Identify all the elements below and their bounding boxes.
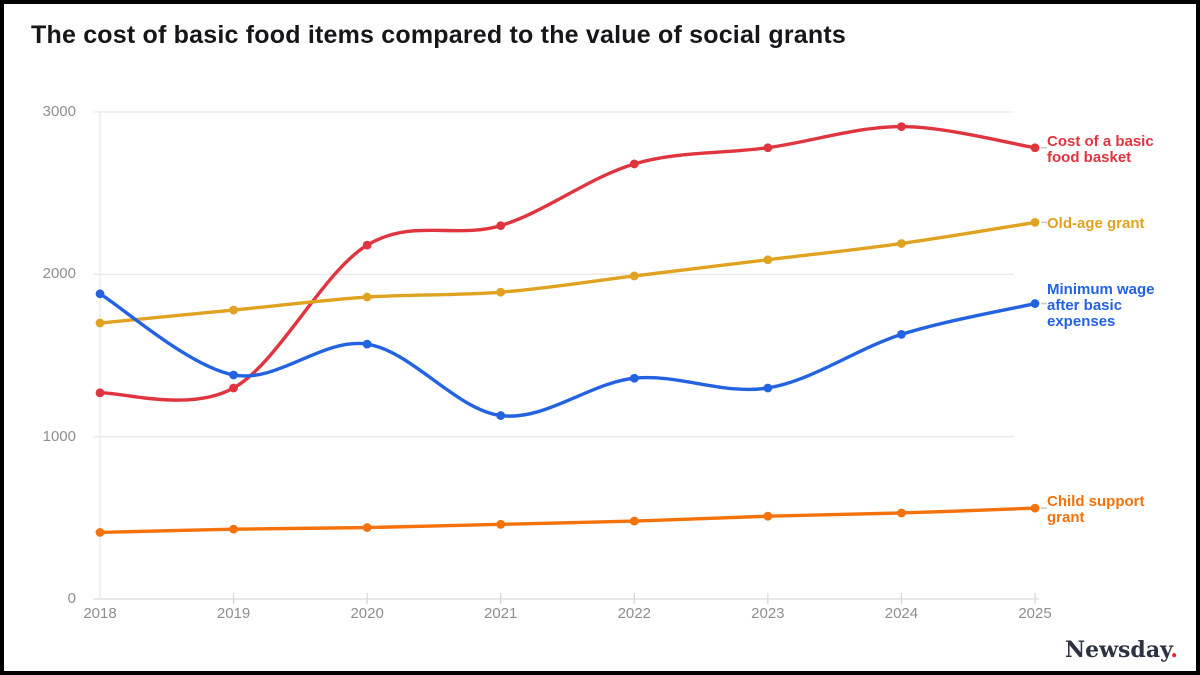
x-tick-label: 2018: [83, 605, 117, 622]
data-point: [362, 240, 372, 250]
data-point: [496, 519, 506, 529]
data-point: [629, 159, 639, 169]
data-point: [496, 287, 506, 297]
logo-text: Newsday: [1065, 637, 1171, 663]
data-point: [1030, 299, 1040, 308]
series-line: [98, 124, 1037, 402]
data-point: [95, 528, 105, 537]
y-tick-label: 3000: [42, 103, 76, 120]
legend-label-line: Cost of a basic: [1047, 132, 1154, 150]
data-point: [629, 373, 639, 383]
data-point: [95, 289, 105, 299]
data-point: [897, 122, 906, 132]
data-point: [1030, 503, 1040, 513]
legend-label-line: Old-age grant: [1047, 215, 1145, 233]
data-point: [763, 143, 773, 153]
line-chart-svg: [93, 111, 1047, 604]
data-point: [897, 508, 906, 518]
legend-label-line: after basic: [1047, 296, 1123, 314]
legend-label-line: grant: [1047, 509, 1085, 527]
legend-label: Cost of a basic food basket: [1047, 132, 1154, 166]
legend-label: Child support grant: [1047, 494, 1145, 526]
data-point: [763, 511, 773, 521]
data-point: [897, 329, 906, 339]
series-line: [98, 292, 1037, 418]
legend-label: Old-age grant: [1047, 216, 1145, 232]
data-point: [629, 516, 639, 526]
x-tick-label: 2023: [751, 605, 785, 622]
data-point: [229, 524, 238, 534]
data-point: [229, 305, 238, 315]
data-point: [897, 239, 906, 248]
data-point: [229, 383, 238, 393]
logo-dot: .: [1170, 637, 1178, 663]
data-point: [629, 271, 639, 281]
y-tick-label: 1000: [42, 427, 76, 445]
legend-label-line: Child support: [1047, 493, 1145, 511]
data-point: [763, 383, 773, 393]
chart-title: The cost of basic food items compared to…: [31, 21, 846, 49]
series-line: [98, 506, 1037, 535]
data-point: [763, 255, 773, 265]
x-tick-label: 2019: [216, 605, 251, 622]
data-point: [362, 339, 372, 349]
legend-label-line: Minimum wage: [1047, 280, 1155, 298]
newsday-logo: Newsday.: [1065, 637, 1178, 663]
data-point: [95, 318, 105, 328]
data-point: [1030, 143, 1040, 153]
y-tick-label: 2000: [42, 265, 76, 283]
data-point: [229, 370, 238, 380]
x-tick-label: 2025: [1018, 605, 1052, 622]
data-point: [496, 221, 506, 231]
y-tick-label: 0: [67, 590, 76, 607]
x-tick-label: 2021: [484, 605, 518, 622]
legend-label-line: food basket: [1047, 148, 1132, 166]
data-point: [1030, 217, 1040, 227]
legend-label-line: expenses: [1047, 312, 1116, 330]
legend-label: Minimum wage after basic expenses: [1047, 280, 1155, 330]
x-tick-label: 2022: [617, 605, 651, 622]
data-point: [362, 523, 372, 532]
data-point: [362, 292, 372, 302]
series-line: [98, 220, 1037, 325]
data-point: [496, 411, 506, 420]
data-point: [95, 388, 105, 398]
x-tick-label: 2020: [350, 605, 384, 622]
x-tick-label: 2024: [884, 605, 919, 622]
